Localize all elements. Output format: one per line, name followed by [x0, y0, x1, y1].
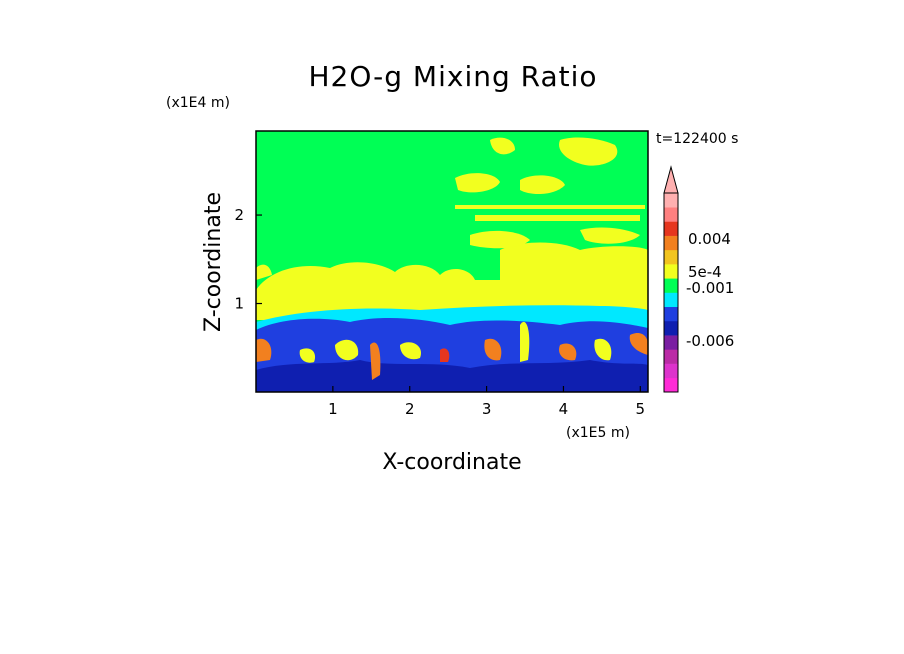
y-axis: 12: [234, 206, 262, 313]
x-unit-label: (x1E5 m): [566, 425, 630, 441]
colorbar-labels: 0.004 5e-4 -0.001 -0.006: [686, 230, 734, 350]
colorbar-swatch: [664, 320, 678, 336]
plot-frame: [255, 130, 649, 393]
colorbar-swatch: [664, 292, 678, 308]
y-unit-label: (x1E4 m): [166, 95, 230, 111]
colorbar-label-0-004: 0.004: [688, 230, 731, 248]
time-label: t=122400 s: [656, 131, 738, 147]
colorbar-label-neg-0-006: -0.006: [686, 332, 734, 350]
colorbar-swatch: [664, 306, 678, 322]
plot-area: [255, 130, 649, 393]
navy-layer: [256, 360, 648, 392]
y-axis-label: Z-coordinate: [201, 192, 226, 332]
colorbar-swatch: [664, 278, 678, 293]
colorbar-swatch: [664, 335, 678, 350]
x-axis: 1 2 3 4 5: [328, 386, 645, 418]
colorbar-swatch: [664, 193, 678, 208]
colorbar-arrow-icon: [663, 165, 679, 194]
x-tick-label-5: 5: [636, 400, 646, 418]
colorbar-label-neg-0-001: -0.001: [686, 279, 734, 297]
colorbar-swatch: [664, 377, 678, 393]
colorbar-label-5e-4: 5e-4: [688, 263, 722, 281]
colorbar-swatch: [664, 363, 678, 379]
x-tick-label-2: 2: [405, 400, 415, 418]
x-tick-label-3: 3: [482, 400, 492, 418]
x-tick-label-4: 4: [559, 400, 569, 418]
y-tick-label-1: 1: [234, 295, 244, 313]
x-axis-label: X-coordinate: [382, 450, 521, 475]
chart-title: H2O-g Mixing Ratio: [308, 60, 597, 93]
colorbar-swatch: [664, 249, 678, 265]
colorbar-swatch: [664, 349, 678, 364]
colorbar-swatch: [664, 207, 678, 222]
colorbar: [663, 165, 679, 393]
colorbar-swatch: [664, 264, 678, 279]
lower-orange-patches: [256, 321, 648, 380]
heatmap-field: [256, 131, 648, 392]
colorbar-swatch: [664, 221, 678, 236]
colorbar-swatch: [664, 235, 678, 251]
y-tick-label-2: 2: [234, 206, 244, 224]
x-tick-label-1: 1: [328, 400, 338, 418]
